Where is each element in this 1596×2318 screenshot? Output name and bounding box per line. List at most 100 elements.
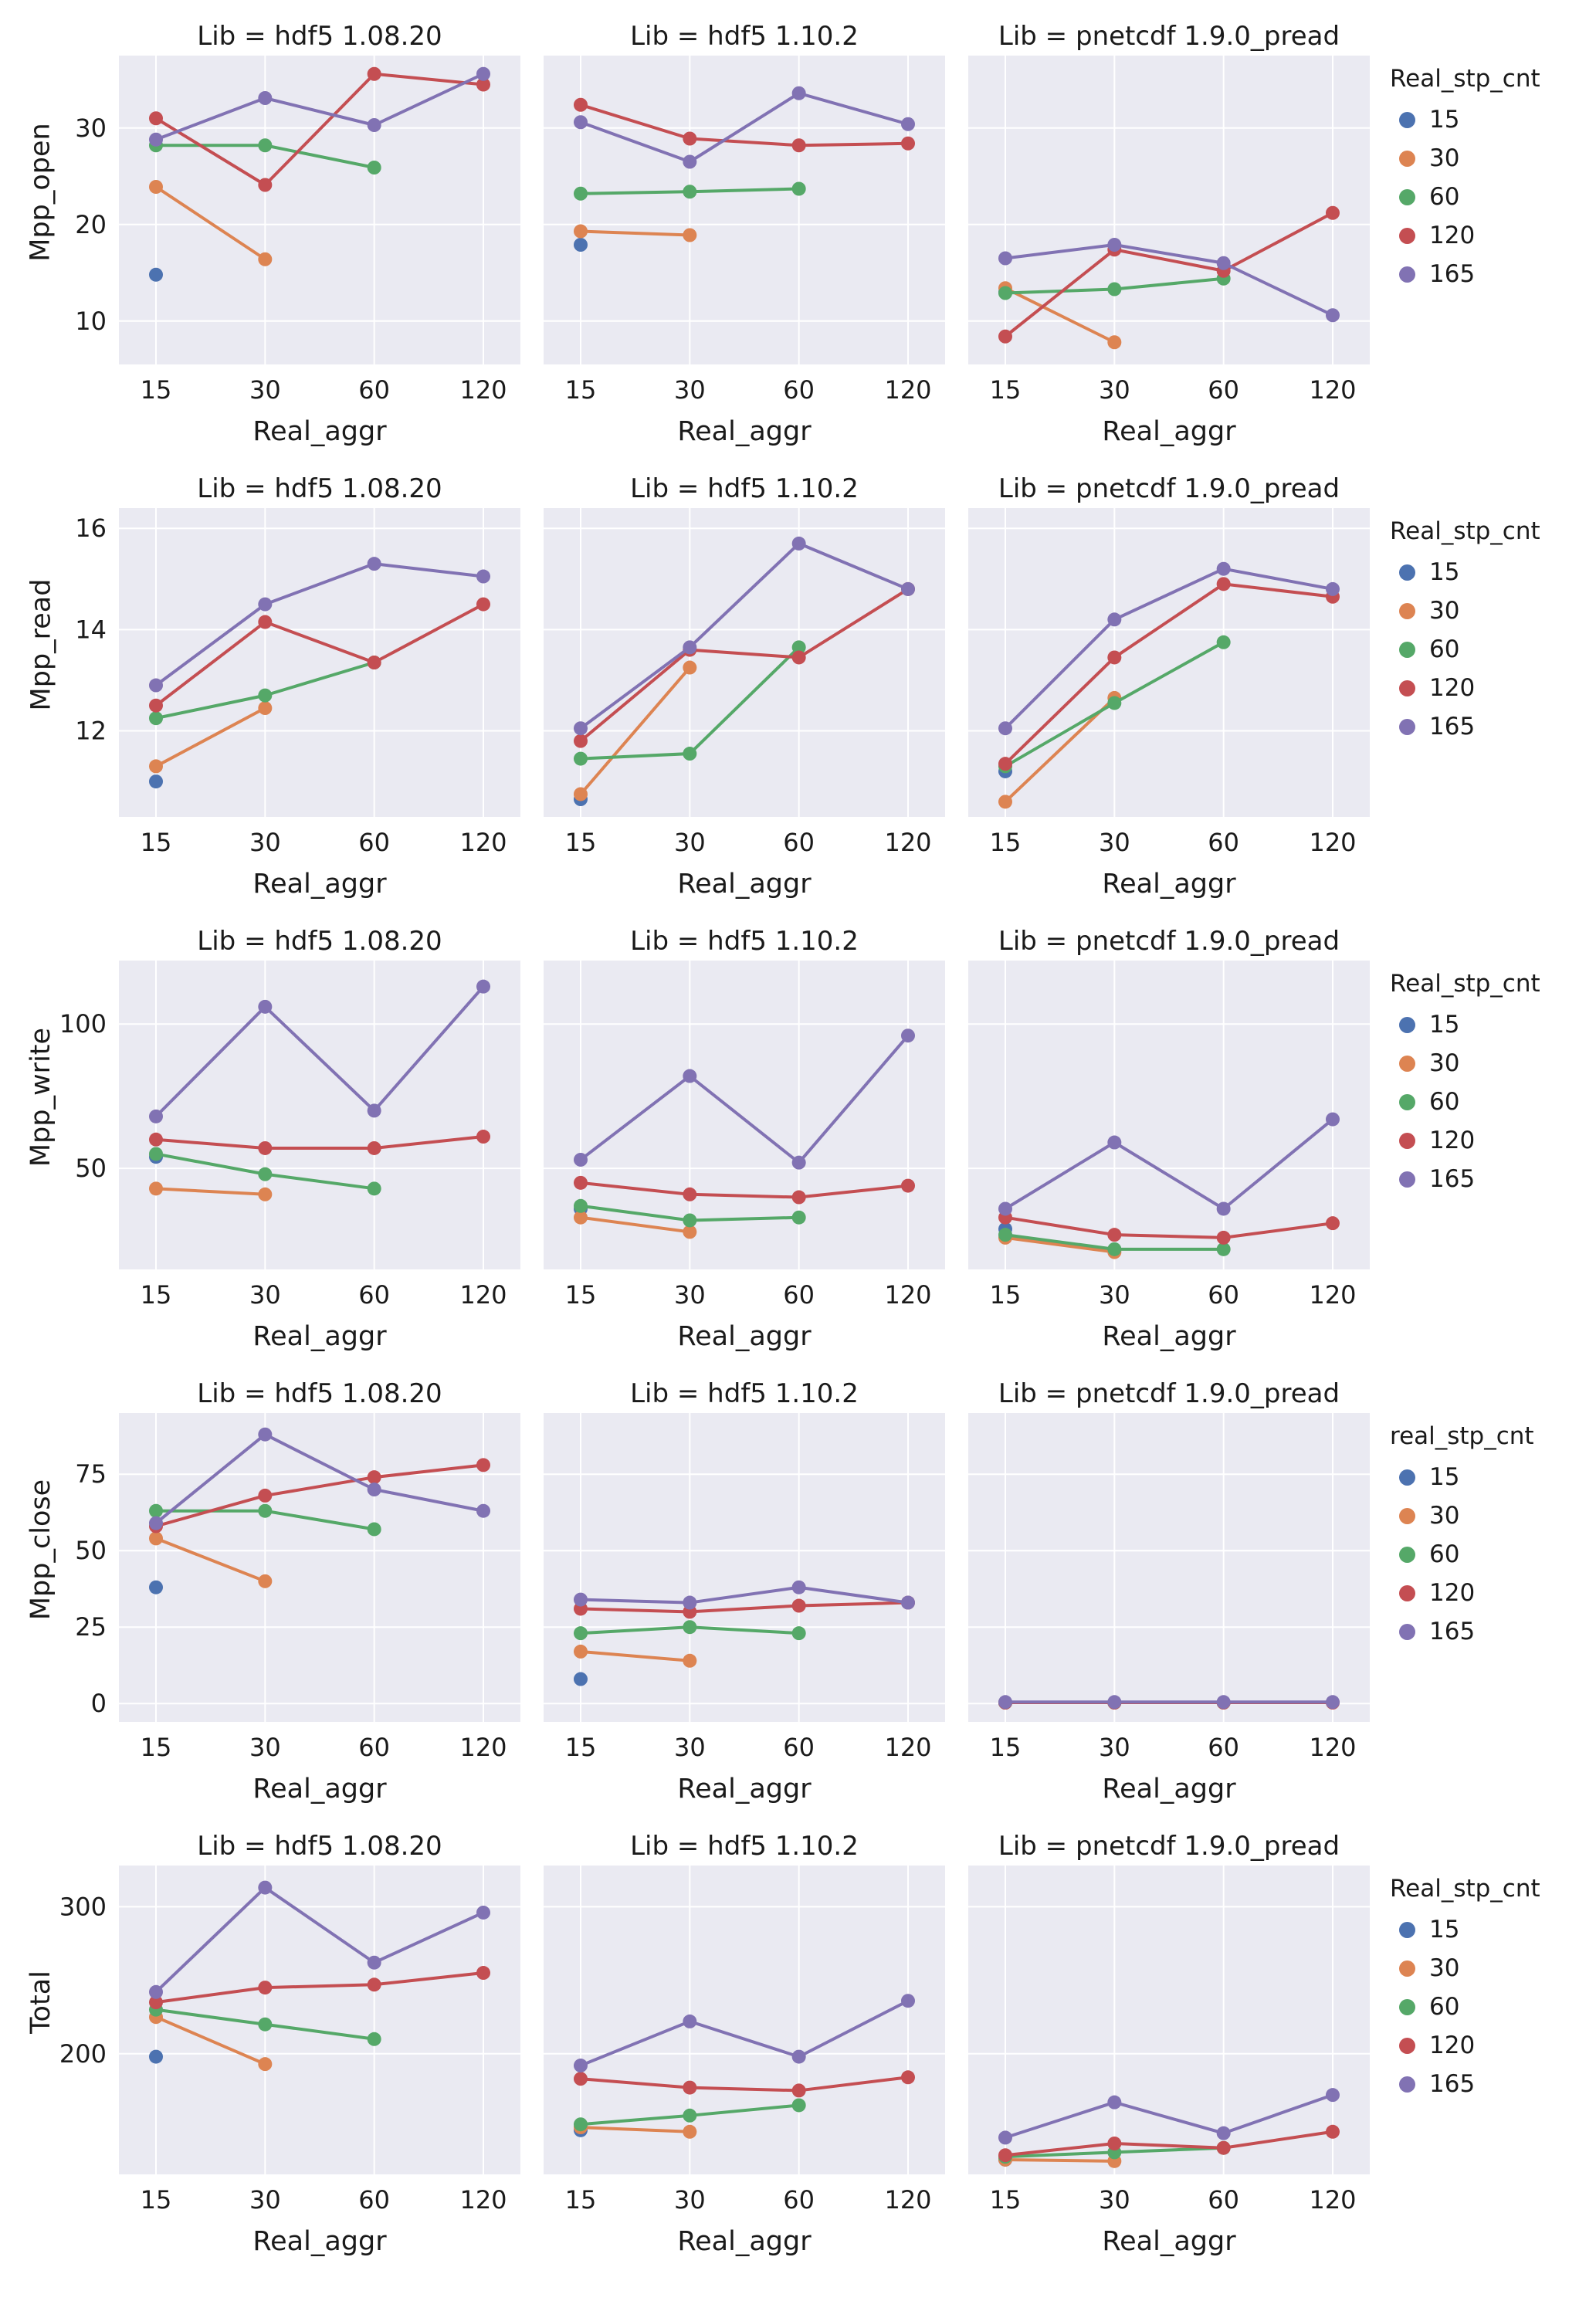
chart-svg: Lib = pnetcdf 1.9.0_pread 15 30 60 120 Real_a… [968,21,1370,447]
legend-label: 120 [1429,2032,1476,2059]
series-line-165 [579,541,910,730]
x-tick-label: 120 [459,375,507,405]
legend-item: 60 [1390,1988,1564,2026]
x-axis-label: Real_aggr [677,1774,812,1805]
series-line-30 [154,2015,267,2066]
y-tick-label: 200 [59,2039,107,2069]
legend-label: 15 [1429,1463,1460,1491]
data-point-60 [683,1620,697,1635]
legend-swatch-15 [1399,111,1415,128]
legend-label: 60 [1429,635,1460,663]
data-point-165 [1216,2126,1231,2140]
x-tick-label: 15 [990,2185,1022,2215]
legend-swatch-60 [1399,1998,1415,2015]
x-tick-label: 60 [1208,2185,1239,2215]
data-point-60 [683,2108,697,2123]
data-point-165 [1326,2088,1340,2103]
data-point-165 [574,1592,588,1607]
x-axis-label: Real_aggr [1102,869,1236,900]
x-tick-label: 15 [565,1733,597,1762]
data-point-120 [998,2148,1012,2163]
data-point-120 [149,698,163,713]
data-point-120 [476,597,490,612]
y-tick-label: 75 [75,1459,107,1489]
data-point-60 [998,1228,1012,1242]
x-tick-label: 60 [358,828,390,857]
data-point-60 [1107,696,1122,710]
data-point-165 [574,115,588,130]
y-tick-label: 50 [75,1154,107,1183]
legend-item: 30 [1390,139,1564,178]
legend-label: 15 [1429,1011,1460,1039]
data-point-165 [1326,1112,1340,1127]
metric-row-Mpp_write: Mpp_write Lib = hdf5 1.08.20 50 100 15 30 60 12… [23,925,1596,1361]
legend-swatch-30 [1399,602,1415,619]
y-axis-label: Mpp_write [25,1027,57,1167]
x-tick-label: 30 [674,828,706,857]
y-tick-label: 16 [75,513,107,543]
legend-label: 165 [1429,1618,1476,1645]
plot-area [119,1866,520,2174]
series-line-120 [579,1181,910,1199]
data-point-165 [791,1155,806,1170]
series-line-120 [1004,1215,1334,1239]
data-point-60 [258,688,273,703]
data-point-165 [367,1103,381,1118]
data-point-165 [683,1069,697,1083]
data-point-165 [258,1880,273,1895]
series-line-165 [1004,243,1334,317]
chart-svg: Lib = pnetcdf 1.9.0_pread 15 30 60 120 Real_a… [968,1378,1370,1805]
panel-title: Lib = pnetcdf 1.9.0_pread [998,1378,1340,1409]
data-point-120 [1107,650,1122,665]
legend-item: 165 [1390,255,1564,293]
data-point-165 [1326,308,1340,323]
data-point-120 [1326,2124,1340,2139]
legend-title: Real_stp_cnt [1390,970,1540,998]
legend-label: 60 [1429,183,1460,211]
metric-row-Mpp_close: Mpp_close Lib = hdf5 1.08.20 0 25 50 75 15 30 60… [23,1378,1596,1813]
x-axis-label: Real_aggr [677,869,812,900]
legend: Real_stp_cnt 15 30 60 120 165 [1379,473,1564,746]
data-point-120 [574,1175,588,1190]
x-tick-label: 120 [459,1733,507,1762]
plot-area [968,1413,1370,1722]
data-point-165 [149,1516,163,1530]
legend-item: 30 [1390,591,1564,630]
data-point-120 [258,1140,273,1155]
data-point-120 [1107,1228,1122,1242]
data-point-120 [901,136,915,151]
plot-area [119,961,520,1269]
x-tick-label: 30 [249,1280,281,1310]
x-tick-label: 120 [884,2185,931,2215]
data-point-60 [258,138,273,153]
series-line-120 [154,602,485,707]
data-point-30 [1107,335,1122,350]
x-axis-label: Real_aggr [677,1321,812,1352]
plot-area [544,56,945,364]
panel-title: Lib = hdf5 1.10.2 [630,926,859,957]
data-point-60 [1107,282,1122,297]
x-tick-label: 120 [884,1280,931,1310]
panel-title: Lib = hdf5 1.08.20 [197,473,442,504]
legend-label: 165 [1429,2070,1476,2098]
series-line-165 [154,562,485,687]
x-tick-label: 15 [990,1280,1022,1310]
x-tick-label: 30 [1099,375,1130,405]
data-point-165 [998,2130,1012,2145]
legend-label: 165 [1429,1165,1476,1193]
legend-label: 120 [1429,222,1476,249]
chart-svg: Lib = hdf5 1.08.20 12 14 16 15 30 60 120 Real_ag… [75,473,520,900]
data-point-30 [574,1644,588,1659]
data-point-165 [791,1580,806,1594]
x-tick-label: 30 [1099,828,1130,857]
data-point-30 [998,795,1012,809]
x-tick-label: 30 [674,1733,706,1762]
legend-label: 30 [1429,144,1460,172]
x-tick-label: 15 [141,1733,172,1762]
legend-swatch-30 [1399,1960,1415,1977]
data-point-120 [149,1132,163,1147]
legend-swatch-60 [1399,1093,1415,1110]
data-point-120 [791,1598,806,1613]
legend-label: 30 [1429,1954,1460,1982]
x-tick-label: 15 [565,828,597,857]
